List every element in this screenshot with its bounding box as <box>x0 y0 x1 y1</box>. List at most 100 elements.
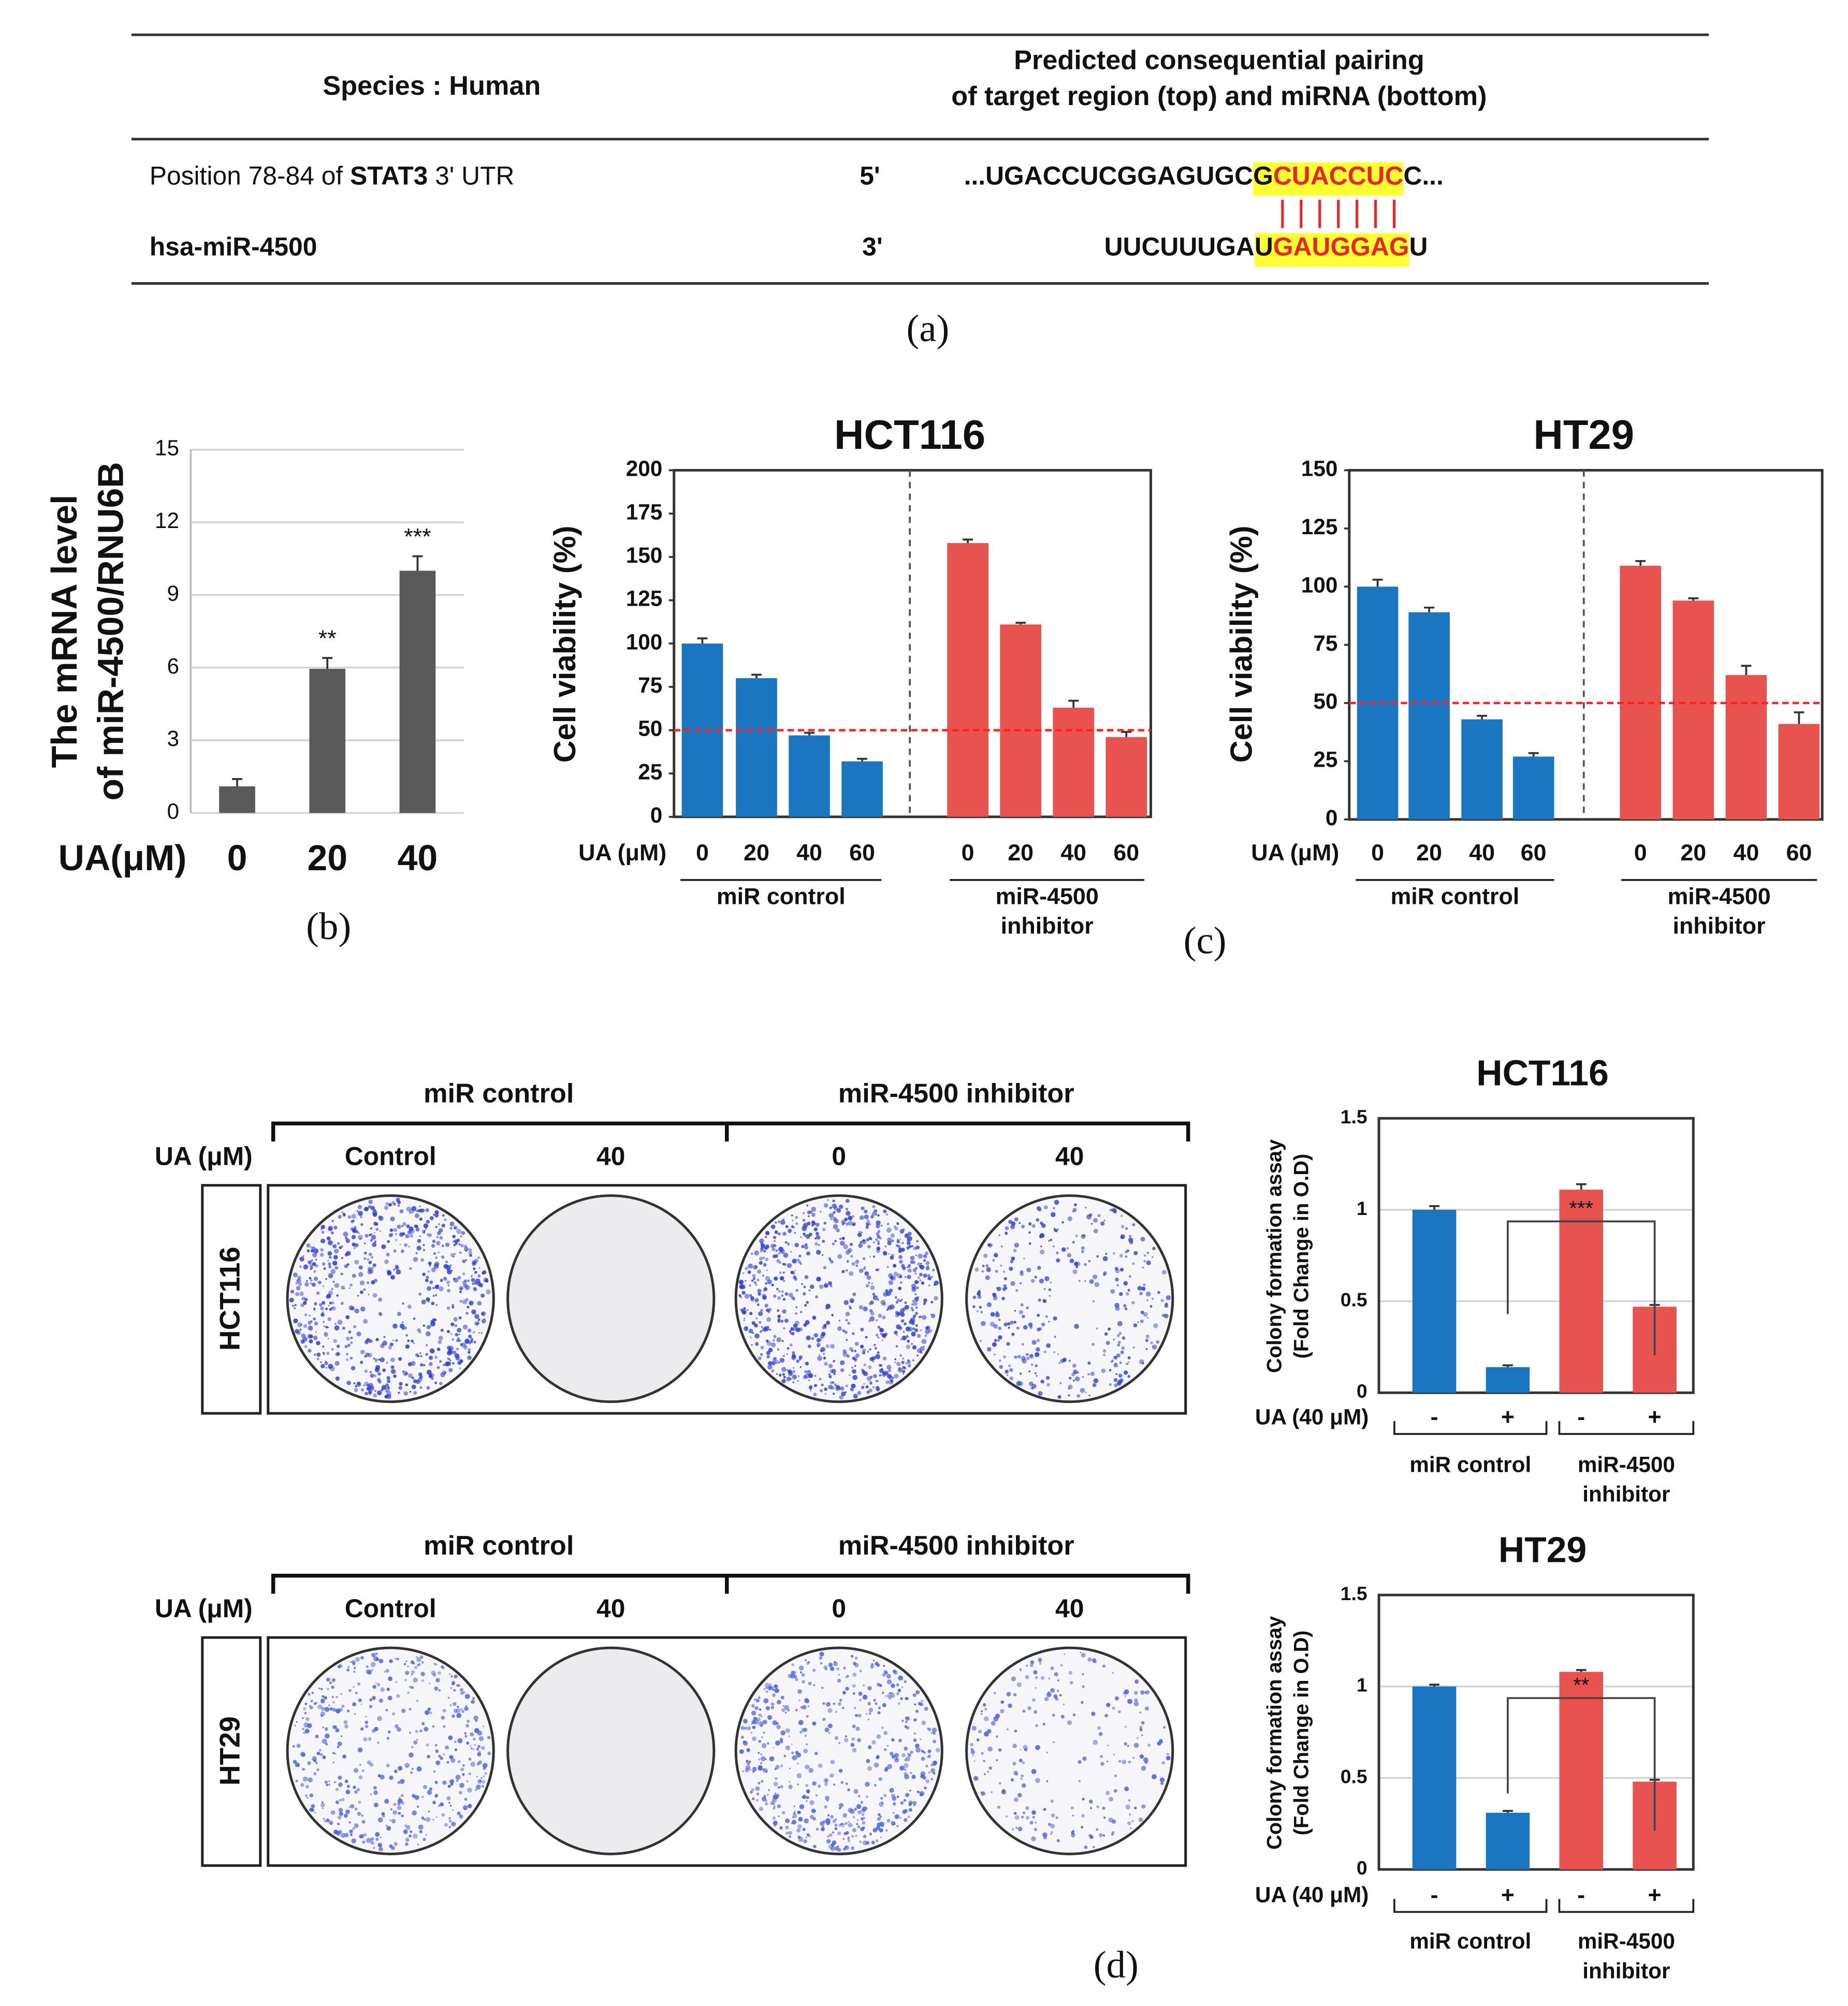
colony-dot <box>879 1802 884 1807</box>
colony-dot <box>804 1697 809 1703</box>
colony-dot <box>465 1724 470 1728</box>
colony-dot <box>328 1262 331 1266</box>
colony-dot <box>851 1332 855 1336</box>
colony-dot <box>1071 1833 1075 1838</box>
colony-dot <box>464 1808 466 1810</box>
colony-dot <box>806 1715 809 1718</box>
colony-dot <box>849 1242 853 1246</box>
colony-dot <box>837 1254 842 1259</box>
colony-dot <box>296 1286 301 1291</box>
chart-title: HCT116 <box>834 412 985 458</box>
colony-dot <box>758 1292 761 1296</box>
colony-dot <box>1104 1332 1108 1336</box>
colony-dot <box>1008 1326 1010 1329</box>
colony-dot <box>461 1710 464 1713</box>
y-tick-label: 15 <box>155 436 179 460</box>
colony-dot <box>836 1385 841 1390</box>
colony-dot <box>823 1324 827 1327</box>
x-tick-label: 40 <box>796 840 822 866</box>
colony-dot <box>1126 1363 1129 1366</box>
colony-dot <box>1109 1383 1112 1386</box>
colony-dot <box>876 1756 879 1760</box>
colony-dot <box>839 1240 845 1246</box>
colony-dot <box>1069 1681 1073 1685</box>
colony-dot <box>386 1688 390 1691</box>
x-tick-label: 0 <box>696 840 709 866</box>
error-bar <box>963 538 973 543</box>
colony-dot <box>751 1788 754 1792</box>
colony-dot <box>1046 1692 1052 1697</box>
colony-dot <box>903 1331 905 1333</box>
colony-dot <box>991 1721 996 1726</box>
colony-dot <box>457 1684 461 1687</box>
colony-dot <box>1140 1690 1145 1695</box>
colony-dot <box>375 1358 377 1360</box>
colony-dot <box>859 1840 862 1843</box>
colony-dot <box>420 1258 425 1262</box>
colony-dot <box>981 1710 983 1712</box>
colony-dot <box>1073 1371 1077 1374</box>
colony-dot <box>314 1811 316 1813</box>
colony-dot <box>475 1789 477 1791</box>
colony-dot <box>773 1335 777 1338</box>
colony-dot <box>481 1293 485 1298</box>
colony-dot <box>374 1359 378 1363</box>
colony-dot <box>431 1318 436 1323</box>
colony-dot <box>791 1663 795 1666</box>
colony-dot <box>766 1308 770 1312</box>
colony-dot <box>1001 1246 1003 1248</box>
colony-dot <box>334 1325 340 1331</box>
colony-dot <box>374 1240 377 1243</box>
x-tick-label: 20 <box>307 838 347 878</box>
colony-dot <box>857 1714 862 1718</box>
colony-dot <box>992 1342 997 1347</box>
colony-dot <box>815 1222 820 1227</box>
colony-dot <box>299 1291 304 1296</box>
colony-dot <box>899 1238 901 1240</box>
colony-dot <box>925 1329 930 1335</box>
colony-dot <box>762 1719 767 1724</box>
colony-dot <box>791 1354 796 1358</box>
colony-dot <box>912 1314 916 1318</box>
colony-dot <box>792 1258 797 1264</box>
colony-dot <box>922 1776 926 1780</box>
colony-dot <box>890 1233 895 1238</box>
colony-dot <box>906 1335 909 1338</box>
colony-dot <box>429 1216 434 1221</box>
colony-dot <box>1164 1304 1169 1308</box>
colony-dot <box>423 1784 427 1790</box>
colony-dot <box>819 1378 822 1381</box>
colony-dot <box>873 1295 875 1298</box>
colony-dot <box>814 1751 818 1755</box>
colony-dot <box>892 1377 895 1379</box>
colony-dot <box>428 1810 430 1812</box>
colony-dot <box>345 1238 351 1243</box>
colony-dot <box>442 1244 444 1247</box>
y-tick-label: 150 <box>626 543 663 567</box>
colony-dot <box>1021 1815 1024 1819</box>
colony-dot <box>768 1789 770 1792</box>
colony-dot <box>336 1344 340 1348</box>
colony-dot <box>996 1286 1001 1292</box>
colony-dot <box>843 1832 846 1835</box>
colony-dot <box>1145 1334 1150 1339</box>
colony-dot <box>890 1379 893 1383</box>
colony-dot <box>355 1691 358 1694</box>
colony-dot <box>798 1355 803 1359</box>
colony-dot <box>822 1702 825 1705</box>
colony-dot <box>1053 1351 1056 1353</box>
colony-dot <box>817 1355 822 1361</box>
row-label: Position 78-84 of STAT3 3' UTR <box>150 162 515 191</box>
colony-dot <box>377 1390 382 1396</box>
colony-dot <box>854 1657 858 1660</box>
colony-dot <box>834 1827 838 1831</box>
colony-dot <box>787 1263 792 1268</box>
colony-dot <box>924 1706 928 1711</box>
colony-dot <box>1041 1322 1045 1327</box>
plate-frame <box>267 1184 1187 1415</box>
colony-dot <box>882 1302 886 1306</box>
colony-dot <box>448 1673 451 1675</box>
colony-dot <box>776 1287 779 1291</box>
colony-dot <box>763 1250 766 1253</box>
colony-dot <box>1014 1355 1017 1359</box>
